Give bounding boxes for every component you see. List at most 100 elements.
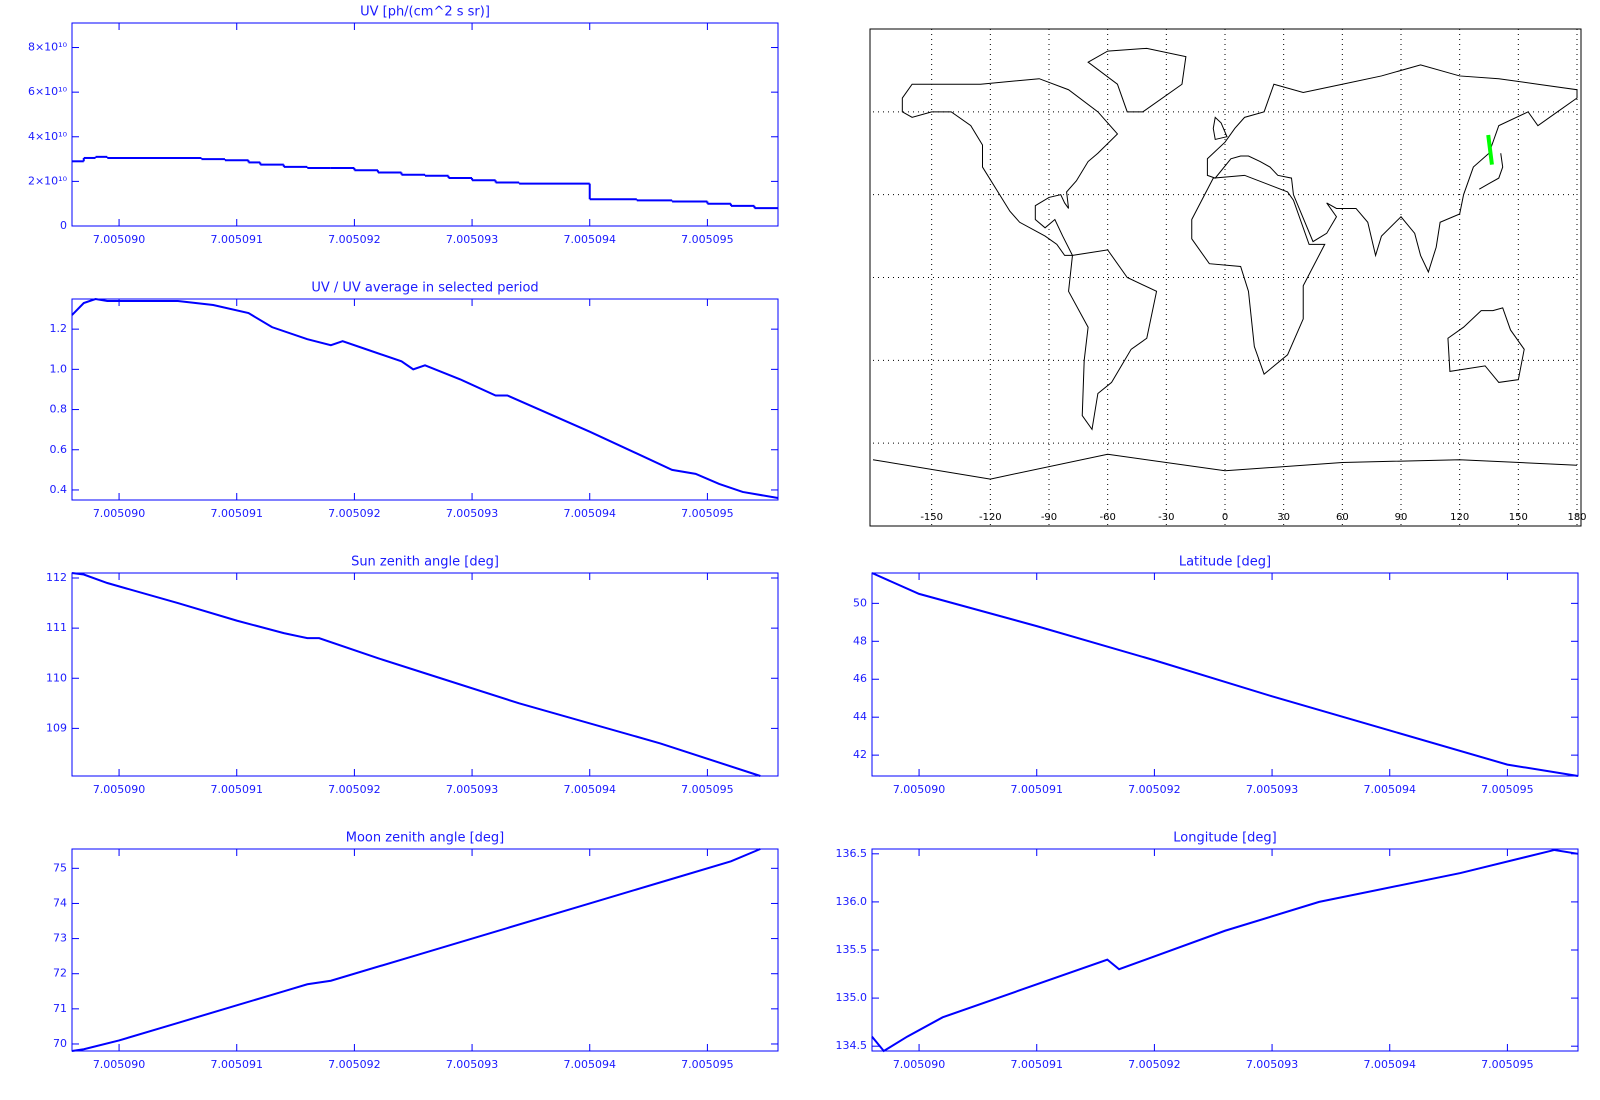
x-tick-label: 7.005091 (210, 1058, 263, 1071)
y-tick-label: 135.0 (836, 991, 868, 1004)
y-tick-label: 2×10¹⁰ (28, 174, 68, 187)
chart-title: Latitude [deg] (1179, 555, 1271, 570)
data-line (71, 297, 779, 499)
x-tick-label: 7.005093 (1246, 1058, 1299, 1071)
x-tick-label: 7.005094 (563, 233, 616, 246)
x-tick-label: 7.005093 (1246, 783, 1299, 796)
y-tick-label: 1.0 (50, 362, 68, 375)
x-tick-label: 7.005090 (93, 233, 146, 246)
chart-title: Sun zenith angle [deg] (351, 555, 499, 570)
plot-frame (871, 848, 1579, 1052)
plot-frame (71, 298, 779, 501)
coastline (1479, 153, 1502, 189)
orbit-track (1486, 134, 1494, 165)
plot-frame (71, 572, 779, 777)
chart-title: Longitude [deg] (1173, 831, 1276, 846)
x-tick-label: 7.005094 (1363, 1058, 1416, 1071)
x-tick-label: 7.005091 (1010, 783, 1063, 796)
y-tick-label: 0.8 (50, 403, 68, 416)
coastline (1088, 48, 1186, 112)
plot-frame (71, 848, 779, 1052)
x-tick-label: 7.005095 (1481, 1058, 1534, 1071)
y-tick-label: 110 (46, 671, 67, 684)
y-tick-label: 0.6 (50, 443, 68, 456)
x-tick-label: 7.005093 (446, 233, 499, 246)
x-tick-label: 7.005090 (93, 1058, 146, 1071)
x-tick-label: 7.005094 (563, 507, 616, 520)
y-tick-label: 42 (853, 748, 867, 761)
y-tick-label: 70 (53, 1037, 67, 1050)
y-tick-label: 0.4 (50, 483, 68, 496)
y-tick-label: 0 (60, 219, 67, 232)
x-tick-label: -60 (1099, 512, 1115, 523)
plot-frame (871, 572, 1579, 777)
x-tick-label: 7.005094 (1363, 783, 1416, 796)
x-tick-label: 7.005092 (328, 783, 381, 796)
x-tick-label: 7.005095 (1481, 783, 1534, 796)
x-tick-label: 0 (1222, 512, 1228, 523)
x-tick-label: 7.005093 (446, 1058, 499, 1071)
y-tick-label: 71 (53, 1002, 67, 1015)
x-tick-label: -150 (920, 512, 943, 523)
y-tick-label: 6×10¹⁰ (28, 85, 68, 98)
x-tick-label: 7.005092 (328, 233, 381, 246)
x-tick-label: 30 (1277, 512, 1290, 523)
coastline (1069, 250, 1157, 429)
data-line (871, 572, 1579, 777)
x-tick-label: 7.005091 (210, 507, 263, 520)
x-tick-label: 7.005090 (93, 783, 146, 796)
x-tick-label: 7.005095 (681, 507, 734, 520)
x-tick-label: 7.005094 (563, 783, 616, 796)
y-tick-label: 109 (46, 721, 67, 734)
chart-title: UV / UV average in selected period (311, 281, 538, 296)
chart-title: Moon zenith angle [deg] (346, 831, 504, 846)
x-tick-label: -90 (1041, 512, 1057, 523)
coastline (1448, 308, 1524, 383)
y-tick-label: 46 (853, 672, 867, 685)
coastline (1213, 117, 1227, 139)
y-tick-label: 8×10¹⁰ (28, 41, 68, 54)
y-tick-label: 75 (53, 861, 67, 874)
y-tick-label: 135.5 (836, 943, 868, 956)
y-tick-label: 111 (46, 621, 67, 634)
x-tick-label: 7.005091 (210, 783, 263, 796)
x-tick-label: 7.005092 (328, 1058, 381, 1071)
y-tick-label: 50 (853, 596, 867, 609)
y-tick-label: 4×10¹⁰ (28, 130, 68, 143)
y-tick-label: 44 (853, 710, 867, 723)
chart-title: UV [ph/(cm^2 s sr)] (360, 5, 490, 20)
y-tick-label: 48 (853, 634, 867, 647)
y-tick-label: 134.5 (836, 1039, 868, 1052)
x-tick-label: 7.005095 (681, 783, 734, 796)
y-tick-label: 74 (53, 896, 67, 909)
x-tick-label: 7.005092 (328, 507, 381, 520)
x-tick-label: -30 (1158, 512, 1174, 523)
x-tick-label: 7.005090 (893, 1058, 946, 1071)
data-line (71, 848, 761, 1052)
y-tick-label: 112 (46, 571, 67, 584)
x-tick-label: 90 (1395, 512, 1408, 523)
x-tick-label: 7.005090 (893, 783, 946, 796)
x-tick-label: 7.005090 (93, 507, 146, 520)
plot-frame (71, 22, 779, 227)
x-tick-label: -120 (979, 512, 1002, 523)
x-tick-label: 7.005093 (446, 783, 499, 796)
coastline (1192, 175, 1325, 374)
x-tick-label: 7.005095 (681, 233, 734, 246)
x-tick-label: 7.005092 (1128, 1058, 1181, 1071)
x-tick-label: 150 (1509, 512, 1528, 523)
y-tick-label: 72 (53, 967, 67, 980)
y-tick-label: 136.0 (836, 895, 868, 908)
x-tick-label: 180 (1567, 512, 1586, 523)
x-tick-label: 7.005094 (563, 1058, 616, 1071)
data-line (71, 572, 761, 777)
y-tick-label: 136.5 (836, 847, 868, 860)
map-frame (869, 28, 1582, 527)
y-tick-label: 73 (53, 932, 67, 945)
data-line (871, 848, 1579, 1053)
x-tick-label: 120 (1450, 512, 1469, 523)
x-tick-label: 7.005091 (1010, 1058, 1063, 1071)
x-tick-label: 7.005095 (681, 1058, 734, 1071)
